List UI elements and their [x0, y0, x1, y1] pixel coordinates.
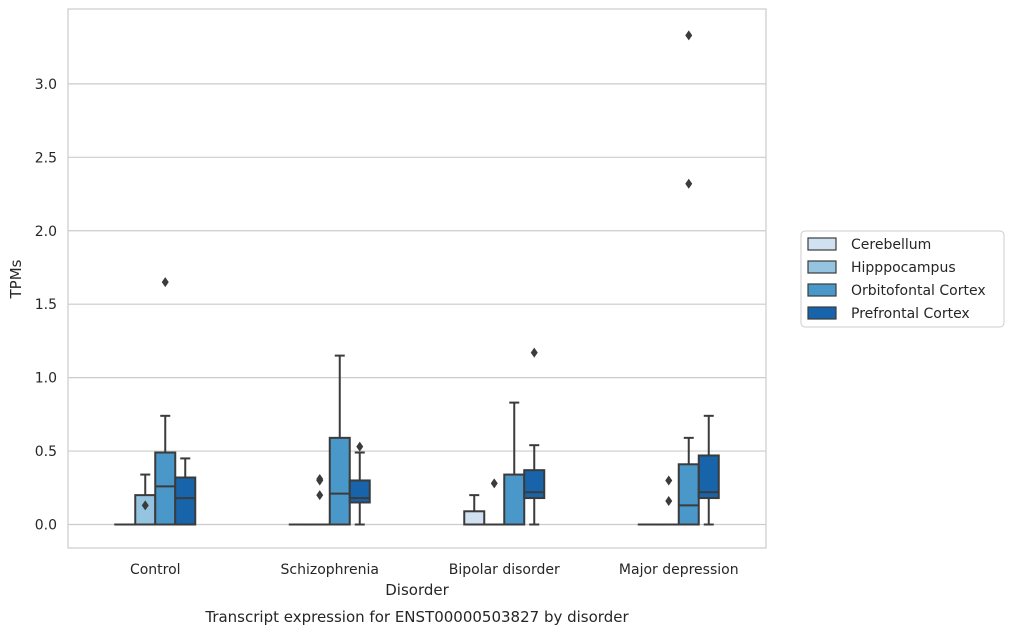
y-tick-labels: 0.0 0.5 1.0 1.5 2.0 2.5 3.0 [35, 77, 57, 534]
x-axis-label: Disorder [385, 581, 449, 599]
box-rect [174, 476, 197, 526]
y-tick-label: 0.5 [35, 444, 57, 460]
legend-label: Cerebellum [851, 237, 931, 253]
x-tick-label: Bipolar disorder [449, 562, 560, 578]
box-group [308, 473, 331, 526]
box-group [503, 401, 526, 526]
y-tick-label: 0.0 [35, 518, 57, 534]
box-group [677, 30, 700, 526]
box-group [657, 475, 680, 526]
box-rect [348, 479, 371, 504]
legend-swatch [807, 283, 837, 297]
outlier-point [141, 500, 149, 511]
box-group [463, 494, 486, 526]
legend-frame [800, 230, 1005, 328]
box-rect [463, 510, 486, 526]
box-group [174, 457, 197, 526]
box-group [154, 277, 177, 526]
box-group [348, 441, 371, 526]
y-axis-label: TPMs [7, 259, 25, 299]
y-tick-label: 1.0 [35, 371, 57, 387]
box-rect [523, 469, 546, 500]
legend-label: Prefrontal Cortex [851, 306, 970, 322]
y-tick-label: 2.5 [35, 150, 57, 166]
x-tick-labels: Control Schizophrenia Bipolar disorder Majo… [130, 562, 739, 578]
plot-frame [67, 8, 767, 549]
box-group [523, 347, 546, 526]
legend: Cerebellum Hipppocampus Orbitofontal Corte… [800, 230, 1005, 328]
outlier-point [665, 496, 673, 507]
box-rect [503, 473, 526, 526]
x-tick-label: Schizophrenia [281, 562, 379, 578]
outlier-point [685, 178, 693, 189]
outlier-point [530, 347, 538, 358]
x-tick-label: Major depression [619, 562, 739, 578]
outlier-point [490, 478, 498, 489]
box-rect [328, 436, 351, 526]
chart-caption: Transcript expression for ENST0000050382… [204, 608, 629, 626]
outlier-point [316, 473, 324, 484]
outlier-point [316, 490, 324, 501]
outlier-point [161, 277, 169, 288]
legend-label: Hipppocampus [851, 260, 956, 276]
box-rect [677, 463, 700, 526]
box-rect [154, 451, 177, 526]
y-tick-label: 3.0 [35, 77, 57, 93]
outlier-point [665, 475, 673, 486]
legend-label: Orbitofontal Cortex [851, 283, 986, 299]
legend-swatch [807, 237, 837, 251]
box-rect [697, 454, 720, 500]
box-layer [114, 30, 720, 526]
box-group [697, 414, 720, 526]
legend-swatch [807, 306, 837, 320]
outlier-point [685, 30, 693, 41]
y-tick-label: 2.0 [35, 224, 57, 240]
box-group [134, 473, 157, 526]
legend-swatch [807, 260, 837, 274]
box-group [328, 354, 351, 526]
outlier-point [356, 441, 364, 452]
x-tick-label: Control [130, 562, 181, 578]
box-group [483, 478, 506, 526]
y-tick-label: 1.5 [35, 297, 57, 313]
grid-layer [68, 83, 766, 526]
